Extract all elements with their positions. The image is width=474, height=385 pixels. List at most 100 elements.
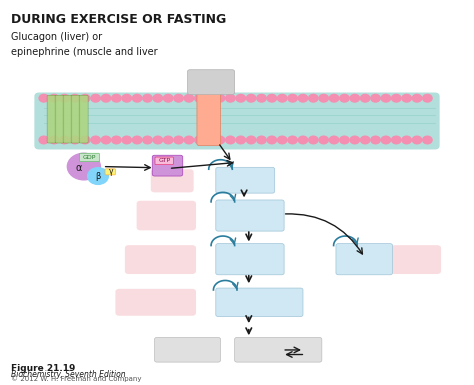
- Circle shape: [360, 94, 370, 102]
- FancyBboxPatch shape: [336, 244, 392, 275]
- Circle shape: [184, 94, 194, 102]
- Circle shape: [60, 94, 69, 102]
- FancyBboxPatch shape: [80, 153, 100, 162]
- Text: β: β: [95, 172, 100, 181]
- FancyBboxPatch shape: [116, 289, 196, 316]
- FancyBboxPatch shape: [79, 95, 88, 143]
- FancyBboxPatch shape: [152, 155, 183, 176]
- FancyBboxPatch shape: [47, 95, 56, 143]
- Circle shape: [70, 136, 80, 144]
- Circle shape: [101, 94, 111, 102]
- FancyBboxPatch shape: [391, 245, 441, 274]
- FancyBboxPatch shape: [105, 169, 116, 175]
- Circle shape: [112, 94, 121, 102]
- Circle shape: [101, 136, 111, 144]
- Circle shape: [132, 94, 142, 102]
- Circle shape: [246, 136, 256, 144]
- Circle shape: [392, 94, 401, 102]
- Circle shape: [112, 136, 121, 144]
- Circle shape: [360, 136, 370, 144]
- Circle shape: [174, 94, 183, 102]
- FancyBboxPatch shape: [63, 95, 72, 143]
- Circle shape: [319, 94, 328, 102]
- FancyBboxPatch shape: [235, 337, 322, 362]
- Circle shape: [184, 136, 194, 144]
- Circle shape: [340, 94, 349, 102]
- Circle shape: [309, 136, 318, 144]
- Circle shape: [195, 136, 204, 144]
- Circle shape: [39, 136, 48, 144]
- Circle shape: [257, 94, 266, 102]
- Circle shape: [267, 136, 277, 144]
- Text: γ: γ: [109, 167, 114, 176]
- Circle shape: [412, 136, 422, 144]
- FancyBboxPatch shape: [55, 95, 64, 143]
- Circle shape: [423, 136, 432, 144]
- Circle shape: [381, 94, 391, 102]
- Circle shape: [215, 136, 225, 144]
- Circle shape: [412, 94, 422, 102]
- Circle shape: [246, 94, 256, 102]
- Circle shape: [257, 136, 266, 144]
- Circle shape: [205, 94, 214, 102]
- Text: α: α: [76, 163, 82, 173]
- Circle shape: [371, 94, 380, 102]
- FancyBboxPatch shape: [155, 157, 173, 165]
- FancyBboxPatch shape: [151, 169, 194, 192]
- Text: Biochemistry, Seventh Edition: Biochemistry, Seventh Edition: [11, 370, 126, 380]
- Circle shape: [143, 136, 152, 144]
- Circle shape: [39, 94, 48, 102]
- Circle shape: [143, 94, 152, 102]
- Text: © 2012 W. H. Freeman and Company: © 2012 W. H. Freeman and Company: [11, 376, 141, 382]
- Circle shape: [288, 136, 297, 144]
- Circle shape: [402, 136, 411, 144]
- Circle shape: [340, 136, 349, 144]
- FancyBboxPatch shape: [216, 244, 284, 275]
- Circle shape: [381, 136, 391, 144]
- Circle shape: [153, 136, 163, 144]
- Text: GTP: GTP: [158, 158, 171, 163]
- Circle shape: [60, 136, 69, 144]
- Circle shape: [350, 94, 359, 102]
- Circle shape: [91, 94, 100, 102]
- Circle shape: [132, 136, 142, 144]
- Circle shape: [226, 136, 235, 144]
- Circle shape: [153, 94, 163, 102]
- Circle shape: [195, 94, 204, 102]
- Circle shape: [91, 136, 100, 144]
- FancyBboxPatch shape: [155, 337, 220, 362]
- Circle shape: [277, 94, 287, 102]
- Circle shape: [371, 136, 380, 144]
- Circle shape: [164, 136, 173, 144]
- Circle shape: [122, 94, 131, 102]
- Circle shape: [288, 94, 297, 102]
- Circle shape: [236, 136, 246, 144]
- Circle shape: [392, 136, 401, 144]
- Circle shape: [70, 94, 80, 102]
- Circle shape: [319, 136, 328, 144]
- FancyBboxPatch shape: [188, 70, 235, 94]
- Circle shape: [174, 136, 183, 144]
- Circle shape: [329, 136, 339, 144]
- Circle shape: [350, 136, 359, 144]
- Circle shape: [309, 94, 318, 102]
- Circle shape: [49, 136, 59, 144]
- Circle shape: [226, 94, 235, 102]
- Circle shape: [267, 94, 277, 102]
- Circle shape: [49, 94, 59, 102]
- Circle shape: [88, 168, 109, 184]
- FancyBboxPatch shape: [216, 200, 284, 231]
- Circle shape: [277, 136, 287, 144]
- Circle shape: [81, 94, 90, 102]
- FancyBboxPatch shape: [125, 245, 196, 274]
- Circle shape: [402, 94, 411, 102]
- FancyBboxPatch shape: [197, 92, 220, 146]
- Circle shape: [122, 136, 131, 144]
- Circle shape: [67, 153, 100, 180]
- Circle shape: [329, 94, 339, 102]
- Text: DURING EXERCISE OR FASTING: DURING EXERCISE OR FASTING: [11, 13, 226, 26]
- Text: Glucagon (liver) or: Glucagon (liver) or: [11, 32, 102, 42]
- Circle shape: [423, 94, 432, 102]
- FancyBboxPatch shape: [216, 167, 275, 193]
- Circle shape: [81, 136, 90, 144]
